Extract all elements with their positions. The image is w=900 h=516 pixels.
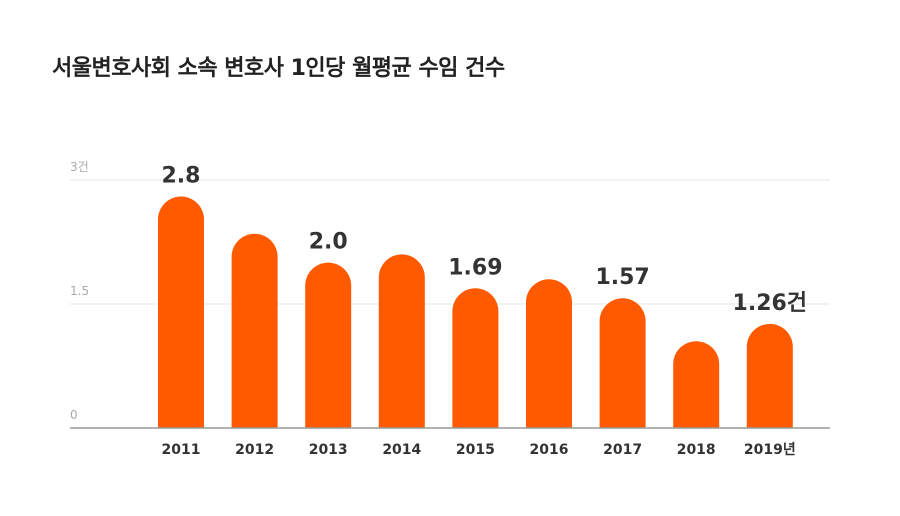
bar-2015 [452,288,499,428]
y-tick-label: 0 [70,408,78,422]
x-tick-label: 2012 [235,442,274,458]
bar-2018 [673,341,720,428]
y-tick-label: 3건 [70,160,89,174]
chart-title: 서울변호사회 소속 변호사 1인당 월평균 수임 건수 [52,56,505,81]
bar-2017 [599,298,646,428]
x-tick-label: 2015 [456,442,495,458]
data-label: 1.26건 [733,291,808,316]
bar-2013 [305,262,352,428]
x-tick-label: 2011 [162,442,201,458]
data-label: 2.8 [162,164,201,189]
bar-2011 [158,196,204,428]
data-label: 1.57 [595,265,649,290]
x-tick-label: 2013 [309,442,348,458]
data-label: 2.0 [309,230,348,255]
x-tick-label: 2018 [677,442,716,458]
x-tick-label: 2019년 [744,442,796,458]
bar-2012 [231,233,278,428]
bar-2014 [378,254,425,428]
y-tick-label: 1.5 [70,284,89,298]
bar-2016 [526,279,572,428]
bar-2019 [746,323,793,428]
x-tick-label: 2014 [382,442,421,458]
x-tick-label: 2016 [530,442,569,458]
x-tick-label: 2017 [603,442,642,458]
data-label: 1.69 [448,255,502,280]
